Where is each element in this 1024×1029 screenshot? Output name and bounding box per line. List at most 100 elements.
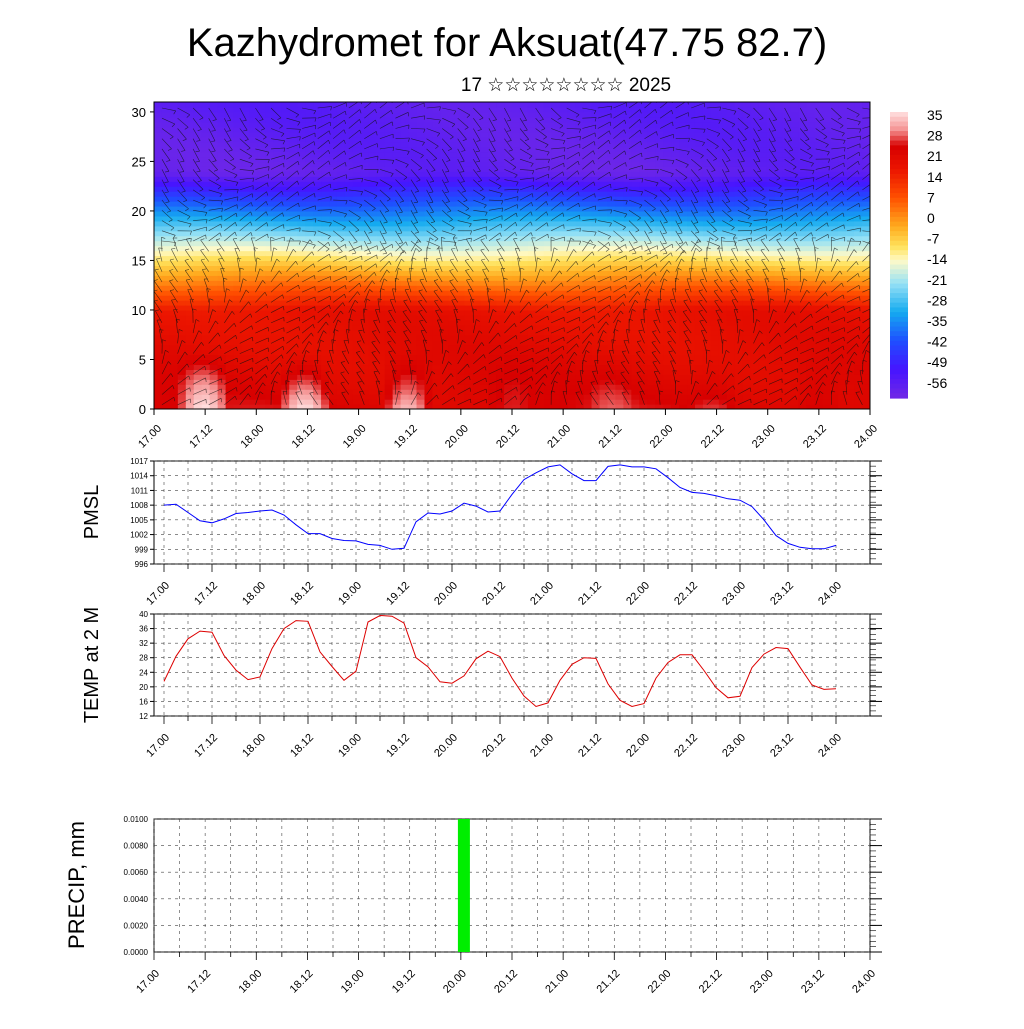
heatmap-cell (679, 275, 688, 281)
heatmap-cell (464, 354, 473, 361)
heatmap-cell (257, 389, 266, 395)
heatmap-cell (217, 265, 227, 271)
heatmap-cell (726, 111, 736, 118)
heatmap-cell (265, 379, 274, 385)
heatmap-cell (154, 329, 163, 336)
heatmap-cell (289, 156, 298, 163)
heatmap-cell (392, 201, 402, 207)
heatmap-cell (631, 344, 640, 351)
heatmap-cell (273, 205, 282, 212)
heatmap-cell (193, 349, 203, 356)
heatmap-cell (154, 106, 163, 113)
heatmap-cell (543, 225, 553, 232)
heatmap-cell (384, 285, 394, 291)
heatmap-cell (559, 339, 569, 346)
heatmap-cell (249, 394, 259, 400)
heatmap-cell (726, 235, 736, 242)
heatmap-cell (734, 156, 744, 163)
heatmap-cell (480, 399, 489, 405)
heatmap-cell (742, 329, 752, 336)
heatmap-cell (758, 171, 768, 177)
heatmap-cell (527, 111, 537, 118)
heatmap-cell (193, 196, 203, 202)
heatmap-cell (313, 404, 322, 409)
heatmap-cell (758, 240, 768, 247)
heatmap-cell (416, 245, 426, 252)
heatmap-cell (631, 349, 640, 356)
heatmap-cell (360, 399, 370, 405)
heatmap-cell (782, 270, 792, 276)
heatmap-cell (758, 245, 768, 252)
heatmap-cell (209, 250, 219, 257)
heatmap-cell (504, 191, 513, 197)
heatmap-cell (543, 359, 553, 366)
heatmap-cell (575, 290, 585, 296)
heatmap-cell (575, 121, 585, 128)
heatmap-cell (225, 359, 235, 366)
heatmap-cell (416, 161, 426, 167)
heatmap-cell (448, 260, 457, 266)
heatmap-cell (790, 300, 799, 306)
heatmap-cell (154, 275, 163, 281)
heatmap-cell (209, 230, 219, 237)
heatmap-cell (543, 166, 553, 172)
heatmap-cell (297, 240, 306, 247)
heatmap-cell (161, 111, 171, 118)
heatmap-cell (408, 265, 418, 271)
heatmap-cell (599, 240, 609, 247)
heatmap-cell (329, 126, 338, 133)
heatmap-cell (289, 300, 298, 306)
heatmap-cell (774, 290, 784, 296)
heatmap-cell (265, 290, 274, 296)
heatmap-cell (671, 374, 680, 380)
heatmap-cell (496, 210, 505, 217)
heatmap-cell (448, 136, 457, 143)
heatmap-cell (671, 334, 680, 341)
heatmap-cell (344, 384, 354, 390)
heatmap-cell (233, 176, 243, 182)
heatmap-cell (480, 106, 489, 113)
heatmap-cell (424, 260, 434, 266)
heatmap-cell (575, 314, 585, 321)
heatmap-cell (496, 270, 505, 276)
heatmap-cell (702, 394, 712, 400)
heatmap-cell (249, 300, 259, 306)
heatmap-cell (154, 339, 163, 346)
heatmap-cell (344, 161, 354, 167)
heatmap-cell (225, 379, 235, 385)
heatmap-cell (209, 260, 219, 266)
heatmap-cell (432, 354, 441, 361)
heatmap-cell (408, 186, 418, 192)
heatmap-cell (305, 394, 314, 400)
heatmap-cell (623, 156, 632, 163)
heatmap-cell (527, 384, 537, 390)
heatmap-cell (265, 121, 274, 128)
heatmap-cell (631, 106, 640, 113)
heatmap-cell (249, 314, 259, 321)
heatmap-cell (766, 131, 776, 138)
heatmap-cell (344, 146, 354, 153)
heatmap-cell (273, 394, 282, 400)
heatmap-cell (750, 215, 760, 222)
heatmap-cell (718, 201, 728, 207)
heatmap-cell (257, 181, 266, 187)
heatmap-cell (233, 220, 243, 227)
heatmap-cell (702, 285, 712, 291)
heatmap-cell (336, 319, 346, 326)
heatmap-cell (758, 344, 768, 351)
heatmap-cell (416, 255, 426, 262)
heatmap-cell (472, 344, 481, 351)
heatmap-cell (177, 354, 187, 361)
heatmap-cell (679, 260, 688, 266)
heatmap-cell (336, 141, 346, 148)
heatmap-cell (512, 339, 521, 346)
heatmap-cell (694, 215, 704, 222)
heatmap-cell (504, 260, 513, 266)
heatmap-cell (336, 196, 346, 202)
heatmap-cell (209, 290, 219, 296)
heatmap-cell (750, 319, 760, 326)
heatmap-cell (265, 136, 274, 143)
heatmap-cell (344, 102, 354, 108)
heatmap-cell (750, 245, 760, 252)
heatmap-cell (161, 245, 171, 252)
